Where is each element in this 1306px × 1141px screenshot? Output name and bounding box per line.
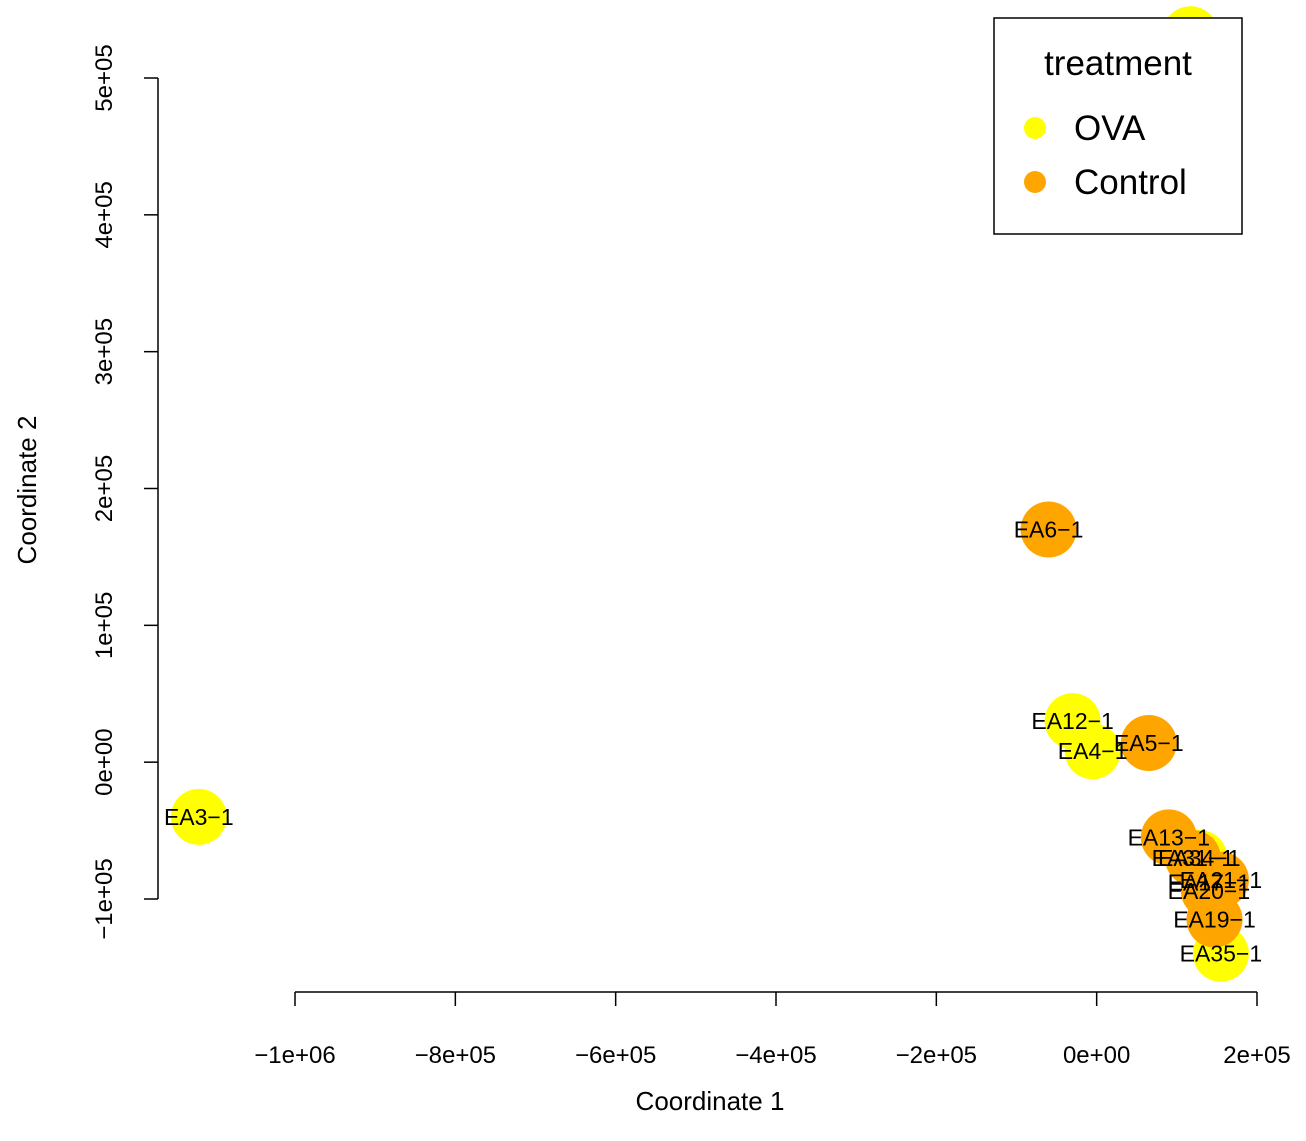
legend-title: treatment xyxy=(1044,44,1192,83)
point-label: EA3−1 xyxy=(164,804,234,830)
data-point-control xyxy=(1186,891,1243,948)
x-axis-label: Coordinate 1 xyxy=(636,1086,785,1116)
data-point-ova xyxy=(170,788,227,845)
point-label: EA4−1 xyxy=(1058,738,1128,764)
data-point-control xyxy=(1120,715,1177,772)
point-label: EA6−1 xyxy=(1014,517,1084,543)
point-label: EA35−1 xyxy=(1180,941,1263,967)
x-tick-label: −2e+05 xyxy=(896,1042,977,1069)
legend-marker-control xyxy=(1024,171,1046,193)
point-label: EA13−1 xyxy=(1128,824,1211,850)
legend-marker-ova xyxy=(1024,117,1046,139)
point-label: EA31−1 xyxy=(1152,845,1235,871)
legend-label: OVA xyxy=(1074,109,1146,148)
x-tick-label: 0e+00 xyxy=(1063,1042,1130,1069)
x-tick-label: −4e+05 xyxy=(735,1042,816,1069)
y-tick-label: 3e+05 xyxy=(91,318,118,385)
x-tick-label: −1e+06 xyxy=(254,1042,335,1069)
y-tick-label: 5e+05 xyxy=(91,44,118,111)
point-label: EA34−1 xyxy=(1158,845,1241,871)
y-axis-label: Coordinate 2 xyxy=(12,416,42,565)
axes: −1e+06 −8e+05 −6e+05 −4e+05 −2e+05 0e+00 2e+05… xyxy=(91,44,1291,1069)
y-tick-label: −1e+05 xyxy=(91,858,118,939)
legend-label: Control xyxy=(1074,163,1187,202)
x-tick-label: −8e+05 xyxy=(415,1042,496,1069)
point-label: EA12−1 xyxy=(1031,708,1114,734)
point-label: EA5−1 xyxy=(1114,730,1184,756)
y-tick-label: 2e+05 xyxy=(91,455,118,522)
point-label: EA21−1 xyxy=(1180,867,1263,893)
y-tick-label: 0e+00 xyxy=(91,728,118,795)
data-points xyxy=(170,6,1249,982)
legend: treatment OVA Control xyxy=(993,17,1243,235)
point-label: EA19−1 xyxy=(1173,907,1256,933)
point-label: EA20−1 xyxy=(1168,878,1251,904)
point-label: EA17−1 xyxy=(1168,870,1251,896)
y-tick-label: 1e+05 xyxy=(91,592,118,659)
y-tick-label: 4e+05 xyxy=(91,181,118,248)
x-tick-label: −6e+05 xyxy=(575,1042,656,1069)
x-tick-label: 2e+05 xyxy=(1223,1042,1290,1069)
data-point-ova xyxy=(1064,723,1121,780)
data-point-control xyxy=(1020,501,1077,558)
